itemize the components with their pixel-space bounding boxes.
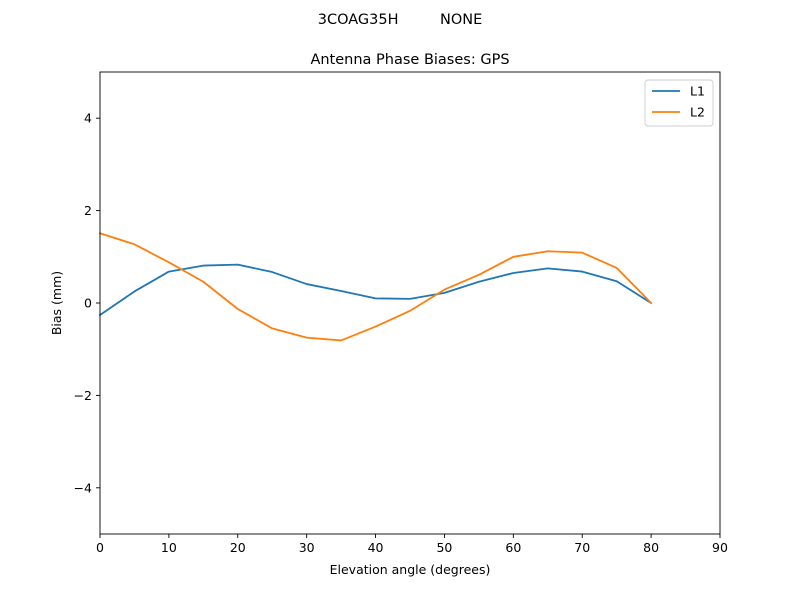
x-tick-label: 10 [161, 540, 177, 555]
y-axis-label: Bias (mm) [49, 271, 64, 335]
x-tick-label: 50 [436, 540, 452, 555]
x-tick-label: 40 [368, 540, 384, 555]
x-tick-label: 90 [712, 540, 728, 555]
x-tick-label: 60 [505, 540, 521, 555]
y-tick-label: −4 [74, 480, 92, 495]
y-tick-label: 0 [84, 296, 92, 311]
legend-label-l2: L2 [690, 105, 705, 120]
y-tick-label: −2 [74, 388, 92, 403]
x-tick-label: 80 [643, 540, 659, 555]
axes-frame [99, 71, 721, 535]
y-tick-label: 4 [84, 111, 92, 126]
x-tick-label: 20 [230, 540, 246, 555]
chart-title: Antenna Phase Biases: GPS [310, 52, 509, 68]
y-axis-ticks: −4 −2 0 2 4 [74, 111, 100, 495]
series-line-l1 [98, 263, 653, 317]
legend-label-l1: L1 [690, 84, 705, 99]
y-tick-label: 2 [84, 203, 92, 218]
chart-suptitle: 3COAG35H NONE [318, 12, 483, 28]
x-tick-label: 0 [96, 540, 104, 555]
legend: L1 L2 [644, 79, 714, 127]
series-line-l2 [98, 232, 653, 342]
x-axis-label: Elevation angle (degrees) [330, 562, 491, 577]
x-axis-ticks: 0 10 20 30 40 50 60 70 80 90 [96, 534, 728, 555]
plot-area [98, 232, 653, 342]
x-tick-label: 70 [574, 540, 590, 555]
x-tick-label: 30 [299, 540, 315, 555]
